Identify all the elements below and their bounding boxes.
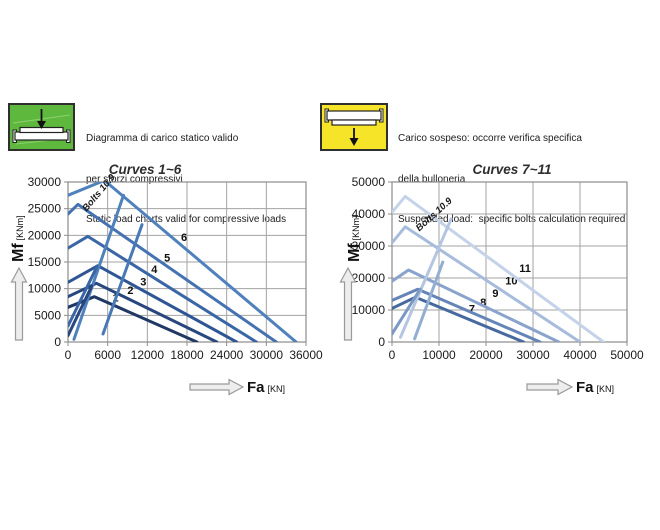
curve-number-label: 3 [140, 276, 146, 288]
curve-number-label: 6 [181, 232, 187, 244]
chart-curves-7-11: 0 10000 20000 30000 40000 50000 0 10000 20000 300… [339, 175, 644, 396]
curve-bolts-limit-2 [101, 223, 144, 336]
bearing-inner-ring [331, 119, 377, 126]
x-tick-label: 30000 [516, 348, 550, 362]
curve-number-label: 2 [127, 285, 133, 297]
x-tick-label: 10000 [422, 348, 456, 362]
suspended-load-icon [320, 103, 388, 151]
x-tick-label: 0 [65, 348, 72, 362]
y-tick-label: 30000 [28, 175, 62, 189]
y-tick-label: 20000 [352, 271, 386, 285]
bolts-grade-label: Bolts 10.9 [80, 172, 118, 214]
down-arrow-head [37, 121, 46, 129]
y-axis-label: Mf[KNm] [10, 215, 27, 262]
curve-bolts-limit-2 [413, 260, 445, 341]
plot-layer: 0 6000 12000 18000 24000 30000 36000 0 5000 10000… [28, 172, 323, 362]
up-arrow-icon [10, 266, 28, 341]
y-tick-label: 5000 [34, 308, 61, 322]
y-tick-label: 15000 [28, 255, 62, 269]
x-tick-label: 40000 [563, 348, 597, 362]
y-tick-label: 10000 [28, 282, 62, 296]
right-arrow-icon [526, 378, 574, 396]
legend-line: Suspended load: specific bolts calculati… [398, 214, 626, 225]
curve-bolts-limit-4 [68, 284, 94, 338]
chart-curves-1-6: 0 6000 12000 18000 24000 30000 36000 0 5000 10000… [10, 172, 323, 396]
chart-title-curves-1-6: Curves 1~6 [108, 162, 182, 177]
curve-2 [68, 281, 219, 342]
legend-line: per sforzi compressivi [86, 173, 183, 185]
curve-bolts-limit-main [72, 193, 125, 341]
curve-bolts-limit-main [399, 217, 453, 339]
up-arrow-icon [339, 266, 357, 341]
x-tick-label: 0 [389, 348, 396, 362]
curve-8 [392, 287, 542, 342]
x-tick-label: 18000 [170, 348, 204, 362]
bearing-outer-ring [14, 131, 69, 141]
legend-line: Diagramma di carico statico valido [86, 133, 239, 144]
curve-4 [68, 234, 258, 342]
y-tick-label: 20000 [28, 228, 62, 242]
y-tick-label: 0 [54, 335, 61, 349]
down-arrow-head [349, 138, 359, 146]
chart-title-curves-7-11: Curves 7~11 [472, 162, 552, 177]
curve-number-label: 11 [519, 263, 531, 275]
y-axis-label: Mf[KNm] [346, 215, 363, 262]
x-tick-label: 24000 [210, 348, 244, 362]
legend-line: Carico sospeso: occorre verifica specifi… [398, 133, 582, 144]
curve-6 [68, 182, 298, 342]
y-tick-label: 0 [378, 335, 385, 349]
plot-layer: 0 10000 20000 30000 40000 50000 0 10000 20000 300… [352, 175, 644, 362]
curve-10 [392, 225, 582, 342]
plot-border [391, 181, 628, 343]
curve-number-label: 4 [151, 264, 158, 276]
curve-11 [392, 194, 605, 342]
curve-1 [68, 295, 199, 342]
y-tick-label: 40000 [352, 207, 386, 221]
compressive-load-icon [8, 103, 75, 151]
x-tick-label: 12000 [131, 348, 165, 362]
x-tick-label: 6000 [94, 348, 121, 362]
x-tick-label: 30000 [250, 348, 284, 362]
right-arrow-icon [189, 378, 245, 396]
curve-bolts-limit-3 [392, 287, 422, 336]
y-tick-label: 30000 [352, 239, 386, 253]
curve-number-label: 7 [469, 304, 475, 316]
y-tick-label: 50000 [352, 175, 386, 189]
curve-number-label: 9 [492, 288, 498, 300]
curve-number-label: 10 [505, 276, 517, 288]
x-tick-label: 50000 [610, 348, 644, 362]
curve-9 [392, 268, 561, 342]
bearing-outer-ring [326, 110, 382, 121]
x-tick-label: 36000 [289, 348, 323, 362]
legend-line: della bulloneria [398, 173, 466, 185]
legend-suspended-text: Carico sospeso: occorre verifica specifi… [398, 105, 625, 254]
curve-5 [68, 202, 278, 342]
curve-number-label: 5 [164, 252, 170, 264]
y-tick-label: 25000 [28, 202, 62, 216]
y-tick-label: 10000 [352, 303, 386, 317]
curve-bolts-limit-3 [68, 264, 99, 328]
x-axis-label: Fa [KN] [247, 379, 285, 396]
x-tick-label: 20000 [469, 348, 503, 362]
x-axis-label: Fa [KN] [576, 379, 614, 396]
curve-number-label: 8 [480, 297, 486, 309]
plot-border [67, 181, 307, 343]
